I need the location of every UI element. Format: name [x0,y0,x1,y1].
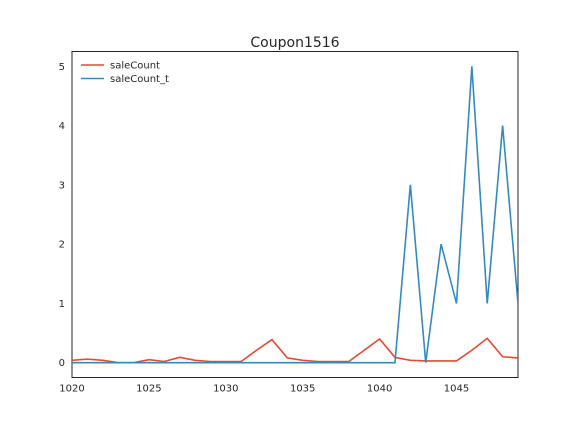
series-layer [72,66,518,364]
series-line-salecount [72,337,518,364]
x-axis: 1020 1025 1030 1035 1040 1045 [59,384,469,395]
legend-label: saleCount_t [110,74,169,85]
x-tick-label: 1030 [213,384,238,395]
legend: saleCount saleCount_t [81,61,169,85]
y-tick-label: 3 [59,180,65,191]
x-tick-label: 1025 [136,384,161,395]
y-axis: 0 1 2 3 4 5 [59,62,65,369]
plot-area [71,51,519,378]
x-tick-label: 1020 [59,384,84,395]
y-tick-label: 5 [59,62,65,73]
series-line-salecount-t [72,66,518,364]
chart-title: Coupon1516 [250,35,339,51]
y-tick-label: 1 [59,299,65,310]
x-tick-label: 1035 [290,384,315,395]
y-tick-label: 4 [59,121,65,132]
y-tick-label: 0 [59,358,65,369]
x-tick-label: 1045 [444,384,469,395]
y-tick-label: 2 [59,240,65,251]
x-tick-label: 1040 [367,384,392,395]
legend-label: saleCount [110,61,160,72]
